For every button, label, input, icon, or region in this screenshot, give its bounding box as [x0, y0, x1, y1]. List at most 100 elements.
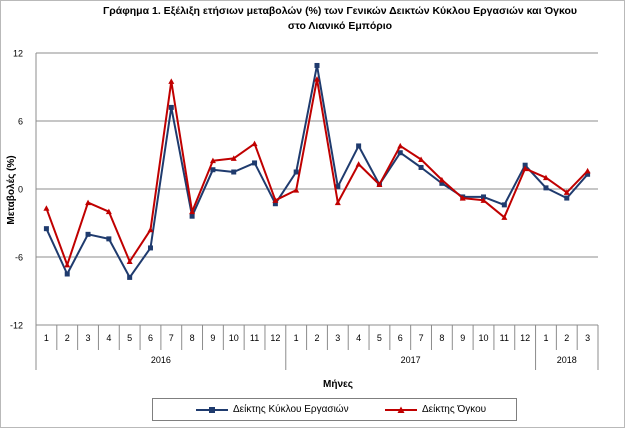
- title-line: Γράφημα 1. Εξέλιξη ετήσιων μεταβολών (%)…: [103, 5, 577, 17]
- series-1: [43, 62, 591, 280]
- data-point: [272, 197, 279, 203]
- x-tick-label: 11: [500, 333, 509, 343]
- data-point: [293, 187, 300, 193]
- data-point: [439, 180, 445, 186]
- x-tick-label: 10: [479, 333, 489, 343]
- data-point: [147, 226, 154, 233]
- data-point: [147, 245, 153, 251]
- x-tick-label: 9: [460, 333, 465, 343]
- data-point: [481, 194, 487, 200]
- x-tick-label: 1: [44, 333, 49, 343]
- data-point: [418, 164, 424, 170]
- x-tick-label: 9: [210, 333, 215, 343]
- data-point: [522, 165, 529, 172]
- x-tick-label: 10: [229, 333, 239, 343]
- data-point: [251, 140, 258, 147]
- data-point: [334, 199, 341, 206]
- data-point: [335, 184, 341, 190]
- data-point: [272, 201, 278, 207]
- data-point: [293, 169, 299, 175]
- data-point: [418, 156, 425, 163]
- data-point: [356, 143, 362, 149]
- x-tick-label: 4: [106, 333, 111, 343]
- year-label: 2016: [151, 355, 171, 365]
- y-tick-label: 0: [18, 185, 23, 195]
- data-point: [105, 208, 112, 215]
- data-point: [64, 261, 71, 268]
- x-tick-label: 1: [294, 333, 299, 343]
- data-point: [85, 231, 91, 237]
- data-point: [584, 167, 591, 174]
- data-point: [209, 157, 216, 164]
- data-point: [127, 274, 133, 280]
- series-line: [45, 78, 589, 266]
- series-line: [45, 64, 589, 279]
- x-tick-label: 5: [377, 333, 382, 343]
- series-2: [43, 76, 591, 268]
- legend-label-turnover: Δείκτης Κύκλου Εργασιών: [233, 404, 349, 415]
- data-point: [314, 62, 320, 68]
- data-point: [542, 174, 549, 181]
- legend-marker-turnover: [196, 406, 228, 413]
- x-tick-label: 3: [335, 333, 340, 343]
- data-point: [480, 197, 487, 203]
- data-point: [564, 195, 570, 201]
- data-point: [168, 104, 174, 110]
- x-tick-label: 2: [65, 333, 70, 343]
- legend-label-volume: Δείκτης Όγκου: [422, 404, 487, 415]
- x-tick-label: 5: [127, 333, 132, 343]
- year-label: 2018: [557, 355, 577, 365]
- y-axis-label: Μεταβολές (%): [6, 155, 17, 224]
- data-point: [522, 162, 528, 168]
- data-point: [585, 171, 591, 177]
- series-lines: [43, 62, 591, 280]
- data-point: [230, 155, 237, 161]
- data-point: [43, 226, 49, 232]
- x-tick-label: 6: [398, 333, 403, 343]
- data-point: [64, 271, 70, 277]
- x-tick-label: 3: [86, 333, 91, 343]
- x-tick-label: 2: [314, 333, 319, 343]
- data-point: [252, 160, 258, 166]
- year-label: 2017: [401, 355, 421, 365]
- data-point: [126, 258, 133, 265]
- y-tick-label: -12: [10, 321, 23, 331]
- data-point: [189, 208, 196, 215]
- x-tick-label: 7: [419, 333, 424, 343]
- x-axis-label: Μήνες: [323, 379, 353, 390]
- x-tick-label: 4: [356, 333, 361, 343]
- legend-marker-volume: [385, 406, 417, 413]
- x-tick-label: 12: [270, 333, 280, 343]
- data-point: [543, 185, 549, 191]
- subtitle-line: στο Λιανικό Εμπόριο: [287, 20, 393, 32]
- data-point: [168, 78, 175, 84]
- data-point: [397, 142, 404, 149]
- data-point: [376, 181, 383, 187]
- y-tick-labels: -12 -6 0 6 12: [10, 49, 23, 331]
- data-point: [438, 176, 445, 183]
- x-tick-label: 3: [585, 333, 590, 343]
- data-point: [563, 189, 570, 195]
- data-point: [189, 213, 195, 219]
- data-point: [501, 214, 508, 220]
- data-point: [231, 169, 237, 175]
- x-tick-label: 8: [190, 333, 195, 343]
- data-point: [459, 195, 466, 201]
- x-tick-label: 8: [439, 333, 444, 343]
- data-point: [85, 199, 92, 206]
- gridlines: [35, 52, 598, 326]
- x-tick-label: 6: [148, 333, 153, 343]
- data-point: [106, 236, 112, 242]
- x-tick-label: 2: [564, 333, 569, 343]
- legend-item-volume: Δείκτης Όγκου: [384, 399, 486, 420]
- data-point: [210, 167, 216, 173]
- x-tick-label: 12: [520, 333, 530, 343]
- data-point: [43, 205, 50, 211]
- data-point: [501, 202, 507, 208]
- legend: Δείκτης Κύκλου Εργασιών Δείκτης Όγκου: [152, 398, 517, 421]
- y-tick-label: -6: [15, 253, 23, 263]
- y-tick-label: 6: [18, 117, 23, 127]
- x-tick-label: 7: [169, 333, 174, 343]
